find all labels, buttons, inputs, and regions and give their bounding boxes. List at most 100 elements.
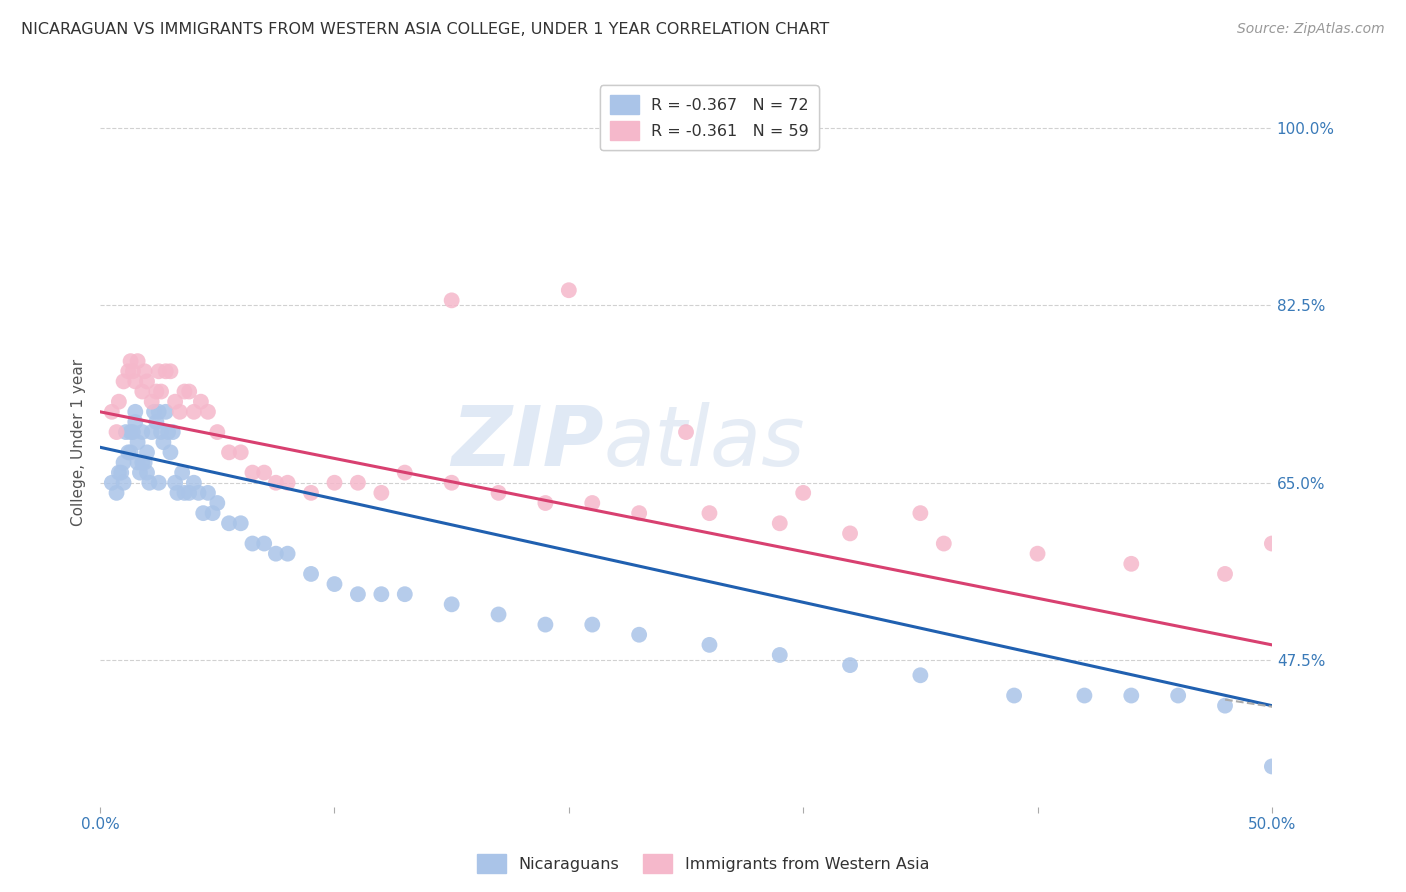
Point — [157, 425, 180, 439]
Point — [839, 526, 862, 541]
Point — [127, 354, 149, 368]
Point — [932, 536, 955, 550]
Point — [166, 486, 188, 500]
Point — [792, 486, 814, 500]
Point — [581, 617, 603, 632]
Point — [136, 466, 159, 480]
Point — [108, 466, 131, 480]
Point — [129, 466, 152, 480]
Point — [162, 425, 184, 439]
Point — [193, 506, 215, 520]
Point — [1213, 698, 1236, 713]
Point — [148, 475, 170, 490]
Point — [108, 394, 131, 409]
Point — [440, 598, 463, 612]
Point — [910, 506, 932, 520]
Point — [152, 435, 174, 450]
Point — [769, 648, 792, 662]
Point — [347, 475, 370, 490]
Point — [187, 486, 209, 500]
Point — [1261, 536, 1284, 550]
Point — [173, 384, 195, 399]
Point — [120, 354, 142, 368]
Point — [229, 516, 252, 531]
Point — [101, 475, 124, 490]
Point — [699, 506, 721, 520]
Point — [145, 415, 167, 429]
Point — [122, 425, 145, 439]
Point — [218, 516, 240, 531]
Point — [179, 486, 201, 500]
Point — [134, 364, 156, 378]
Point — [183, 475, 205, 490]
Point — [105, 425, 128, 439]
Point — [207, 496, 229, 510]
Point — [253, 466, 276, 480]
Point — [165, 394, 187, 409]
Point — [112, 475, 135, 490]
Point — [136, 375, 159, 389]
Point — [197, 405, 219, 419]
Text: Source: ZipAtlas.com: Source: ZipAtlas.com — [1237, 22, 1385, 37]
Point — [1213, 566, 1236, 581]
Point — [264, 547, 287, 561]
Point — [101, 405, 124, 419]
Point — [1026, 547, 1049, 561]
Point — [242, 466, 264, 480]
Point — [628, 506, 651, 520]
Point — [120, 425, 142, 439]
Point — [277, 547, 299, 561]
Point — [370, 587, 392, 601]
Legend: Nicaraguans, Immigrants from Western Asia: Nicaraguans, Immigrants from Western Asi… — [471, 847, 935, 880]
Point — [394, 466, 416, 480]
Point — [1073, 689, 1095, 703]
Point — [148, 405, 170, 419]
Point — [1261, 759, 1284, 773]
Point — [124, 415, 146, 429]
Point — [253, 536, 276, 550]
Point — [155, 364, 177, 378]
Point — [115, 425, 138, 439]
Point — [347, 587, 370, 601]
Point — [229, 445, 252, 459]
Point — [323, 577, 346, 591]
Point — [910, 668, 932, 682]
Point — [148, 364, 170, 378]
Point — [134, 455, 156, 469]
Point — [1002, 689, 1025, 703]
Point — [769, 516, 792, 531]
Point — [131, 425, 153, 439]
Point — [488, 607, 510, 622]
Point — [201, 506, 224, 520]
Point — [131, 384, 153, 399]
Point — [145, 384, 167, 399]
Text: atlas: atlas — [605, 401, 806, 483]
Point — [299, 486, 322, 500]
Point — [141, 394, 163, 409]
Point — [131, 455, 153, 469]
Point — [1121, 689, 1143, 703]
Point — [122, 364, 145, 378]
Point — [440, 293, 463, 308]
Point — [127, 435, 149, 450]
Point — [159, 445, 181, 459]
Point — [394, 587, 416, 601]
Point — [183, 405, 205, 419]
Text: NICARAGUAN VS IMMIGRANTS FROM WESTERN ASIA COLLEGE, UNDER 1 YEAR CORRELATION CHA: NICARAGUAN VS IMMIGRANTS FROM WESTERN AS… — [21, 22, 830, 37]
Point — [534, 496, 557, 510]
Point — [143, 405, 166, 419]
Point — [1167, 689, 1189, 703]
Point — [675, 425, 697, 439]
Point — [839, 658, 862, 673]
Point — [120, 445, 142, 459]
Point — [110, 466, 132, 480]
Point — [488, 486, 510, 500]
Point — [323, 475, 346, 490]
Point — [138, 475, 160, 490]
Point — [218, 445, 240, 459]
Point — [127, 455, 149, 469]
Point — [136, 445, 159, 459]
Point — [172, 466, 194, 480]
Point — [581, 496, 603, 510]
Point — [112, 375, 135, 389]
